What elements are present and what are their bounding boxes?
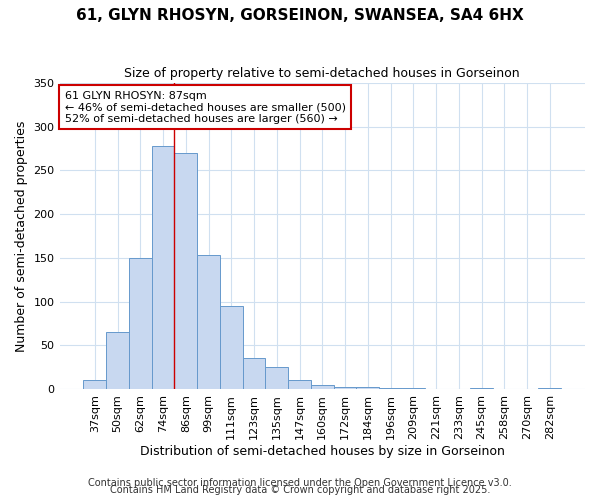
- Bar: [242, 358, 265, 389]
- Title: Size of property relative to semi-detached houses in Gorseinon: Size of property relative to semi-detach…: [124, 68, 520, 80]
- Bar: [470, 388, 493, 389]
- Text: Contains HM Land Registry data © Crown copyright and database right 2025.: Contains HM Land Registry data © Crown c…: [110, 485, 490, 495]
- Bar: [538, 388, 561, 389]
- Bar: [356, 387, 379, 389]
- Bar: [220, 306, 242, 389]
- X-axis label: Distribution of semi-detached houses by size in Gorseinon: Distribution of semi-detached houses by …: [140, 444, 505, 458]
- Bar: [175, 153, 197, 389]
- Text: Contains public sector information licensed under the Open Government Licence v3: Contains public sector information licen…: [88, 478, 512, 488]
- Bar: [152, 146, 175, 389]
- Bar: [334, 387, 356, 389]
- Bar: [311, 384, 334, 389]
- Y-axis label: Number of semi-detached properties: Number of semi-detached properties: [15, 120, 28, 352]
- Text: 61 GLYN RHOSYN: 87sqm
← 46% of semi-detached houses are smaller (500)
52% of sem: 61 GLYN RHOSYN: 87sqm ← 46% of semi-deta…: [65, 90, 346, 124]
- Bar: [379, 388, 402, 389]
- Bar: [265, 367, 288, 389]
- Bar: [83, 380, 106, 389]
- Text: 61, GLYN RHOSYN, GORSEINON, SWANSEA, SA4 6HX: 61, GLYN RHOSYN, GORSEINON, SWANSEA, SA4…: [76, 8, 524, 22]
- Bar: [197, 255, 220, 389]
- Bar: [106, 332, 129, 389]
- Bar: [288, 380, 311, 389]
- Bar: [402, 388, 425, 389]
- Bar: [129, 258, 152, 389]
